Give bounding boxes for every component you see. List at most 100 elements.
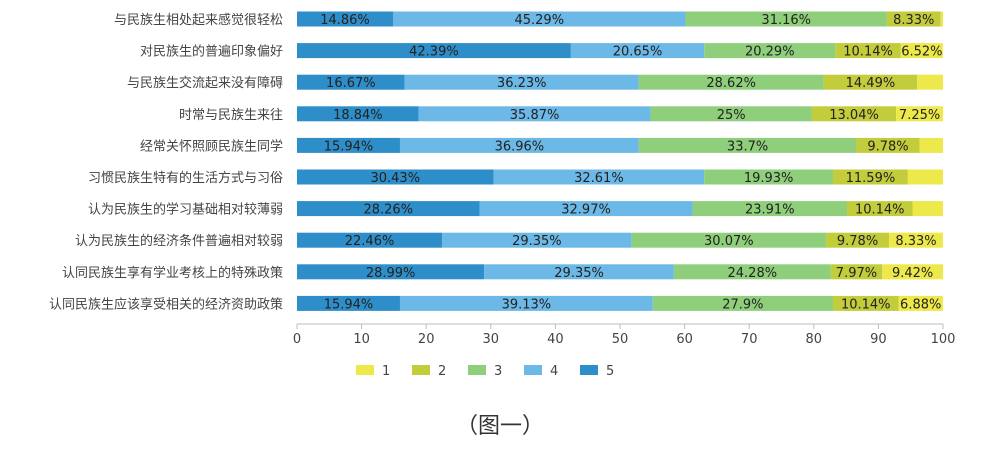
bar-segment-2 bbox=[811, 106, 897, 122]
legend-label-2: 2 bbox=[438, 364, 446, 379]
bar-labels-group: 14.86% 45.29% 31.16% 8.33% 42.39% 20.65% 20.29… bbox=[320, 13, 942, 312]
data-label: 6.88% bbox=[900, 297, 941, 312]
figure-caption: （图一） bbox=[455, 414, 544, 439]
bar-segment-2 bbox=[832, 169, 908, 185]
data-label: 14.86% bbox=[320, 13, 370, 28]
x-tick-label: 60 bbox=[676, 332, 693, 347]
bar-segment-1 bbox=[919, 137, 943, 153]
data-label: 24.28% bbox=[728, 266, 778, 281]
category-label: 习惯民族生特有的生活方式与习俗 bbox=[88, 170, 283, 186]
bars-group bbox=[297, 11, 944, 311]
data-label: 32.61% bbox=[574, 171, 624, 186]
data-label: 22.46% bbox=[345, 234, 395, 249]
data-label: 28.26% bbox=[363, 203, 413, 218]
bar-segment-4 bbox=[442, 232, 632, 248]
bar-segment-5 bbox=[297, 295, 400, 311]
x-tick-label: 50 bbox=[612, 332, 629, 347]
data-label: 36.23% bbox=[497, 76, 547, 91]
bar-segment-1 bbox=[907, 169, 943, 185]
data-label: 8.33% bbox=[893, 13, 934, 28]
data-label: 13.04% bbox=[829, 108, 879, 123]
data-label: 27.9% bbox=[722, 297, 763, 312]
data-label: 23.91% bbox=[745, 203, 795, 218]
category-label: 认为民族生的经济条件普遍相对较弱 bbox=[75, 233, 283, 249]
category-label: 与民族生相处起来感觉很轻松 bbox=[114, 12, 283, 28]
data-label: 8.33% bbox=[895, 234, 936, 249]
bar-segment-3 bbox=[704, 169, 833, 185]
data-label: 30.43% bbox=[370, 171, 420, 186]
bar-segment-4 bbox=[392, 11, 686, 27]
data-label: 31.16% bbox=[761, 13, 811, 28]
data-label: 9.78% bbox=[837, 234, 878, 249]
data-label: 33.7% bbox=[727, 139, 768, 154]
data-label: 18.84% bbox=[333, 108, 383, 123]
legend-swatch-5 bbox=[580, 365, 598, 375]
legend-swatch-3 bbox=[468, 365, 486, 375]
bar-segment-1 bbox=[898, 295, 943, 311]
legend: 1 2 3 4 5 bbox=[356, 364, 614, 379]
bar-segment-3 bbox=[704, 43, 836, 59]
x-tick-label: 0 bbox=[293, 332, 301, 347]
bar-segment-2 bbox=[847, 201, 913, 217]
data-label: 36.96% bbox=[495, 139, 545, 154]
x-tick-label: 30 bbox=[483, 332, 500, 347]
category-label: 经常关怀照顾民族生同学 bbox=[140, 138, 283, 154]
legend-swatch-1 bbox=[356, 365, 374, 375]
data-label: 29.35% bbox=[554, 266, 604, 281]
bar-segment-4 bbox=[493, 169, 705, 185]
data-label: 19.93% bbox=[744, 171, 794, 186]
bar-segment-5 bbox=[297, 11, 393, 27]
data-label: 42.39% bbox=[409, 45, 459, 60]
data-label: 28.99% bbox=[366, 266, 416, 281]
bar-segment-2 bbox=[856, 137, 920, 153]
bar-segment-5 bbox=[297, 201, 480, 217]
bar-segment-4 bbox=[399, 137, 639, 153]
x-tick-label: 100 bbox=[931, 332, 956, 347]
bar-segment-5 bbox=[297, 106, 419, 122]
bar-segment-1 bbox=[917, 74, 943, 90]
bar-segment-2 bbox=[835, 43, 901, 59]
category-label: 认同民族生享有学业考核上的特殊政策 bbox=[62, 265, 283, 281]
data-label: 15.94% bbox=[324, 297, 374, 312]
bar-segment-3 bbox=[638, 74, 824, 90]
x-tick-label: 70 bbox=[741, 332, 758, 347]
bar-segment-5 bbox=[297, 43, 571, 59]
bar-segment-3 bbox=[673, 264, 831, 280]
x-tick-label: 80 bbox=[806, 332, 823, 347]
category-label: 与民族生交流起来没有障碍 bbox=[127, 75, 283, 91]
bar-segment-2 bbox=[825, 232, 890, 248]
data-label: 14.49% bbox=[846, 76, 896, 91]
x-tick-label: 90 bbox=[870, 332, 887, 347]
category-label: 时常与民族生来往 bbox=[179, 107, 283, 123]
bar-segment-2 bbox=[832, 295, 899, 311]
category-labels-group: 与民族生相处起来感觉很轻松对民族生的普遍印象偏好与民族生交流起来没有障碍时常与民… bbox=[49, 12, 283, 312]
data-label: 10.14% bbox=[855, 203, 905, 218]
bar-segment-2 bbox=[886, 11, 941, 27]
bar-segment-1 bbox=[896, 106, 943, 122]
category-label: 认同民族生应该享受相关的经济资助政策 bbox=[49, 296, 283, 312]
bar-segment-4 bbox=[479, 201, 693, 217]
data-label: 20.29% bbox=[745, 45, 795, 60]
legend-label-5: 5 bbox=[606, 364, 614, 379]
data-label: 29.35% bbox=[512, 234, 562, 249]
data-label: 10.14% bbox=[843, 45, 893, 60]
category-label: 对民族生的普遍印象偏好 bbox=[140, 44, 283, 60]
x-tick-label: 40 bbox=[547, 332, 564, 347]
data-label: 35.87% bbox=[510, 108, 560, 123]
bar-segment-4 bbox=[570, 43, 705, 59]
data-label: 39.13% bbox=[502, 297, 552, 312]
data-label: 6.52% bbox=[901, 45, 942, 60]
bar-segment-2 bbox=[823, 74, 918, 90]
data-label: 7.97% bbox=[836, 266, 877, 281]
category-label: 认为民族生的学习基础相对较薄弱 bbox=[88, 202, 283, 218]
bar-segment-1 bbox=[889, 232, 943, 248]
bar-segment-2 bbox=[830, 264, 883, 280]
data-label: 32.97% bbox=[561, 203, 611, 218]
bar-segment-5 bbox=[297, 264, 485, 280]
data-label: 16.67% bbox=[326, 76, 376, 91]
data-label: 25% bbox=[717, 108, 746, 123]
bar-segment-3 bbox=[685, 11, 887, 27]
bar-segment-5 bbox=[297, 169, 494, 185]
legend-label-3: 3 bbox=[494, 364, 502, 379]
bar-segment-3 bbox=[652, 295, 833, 311]
